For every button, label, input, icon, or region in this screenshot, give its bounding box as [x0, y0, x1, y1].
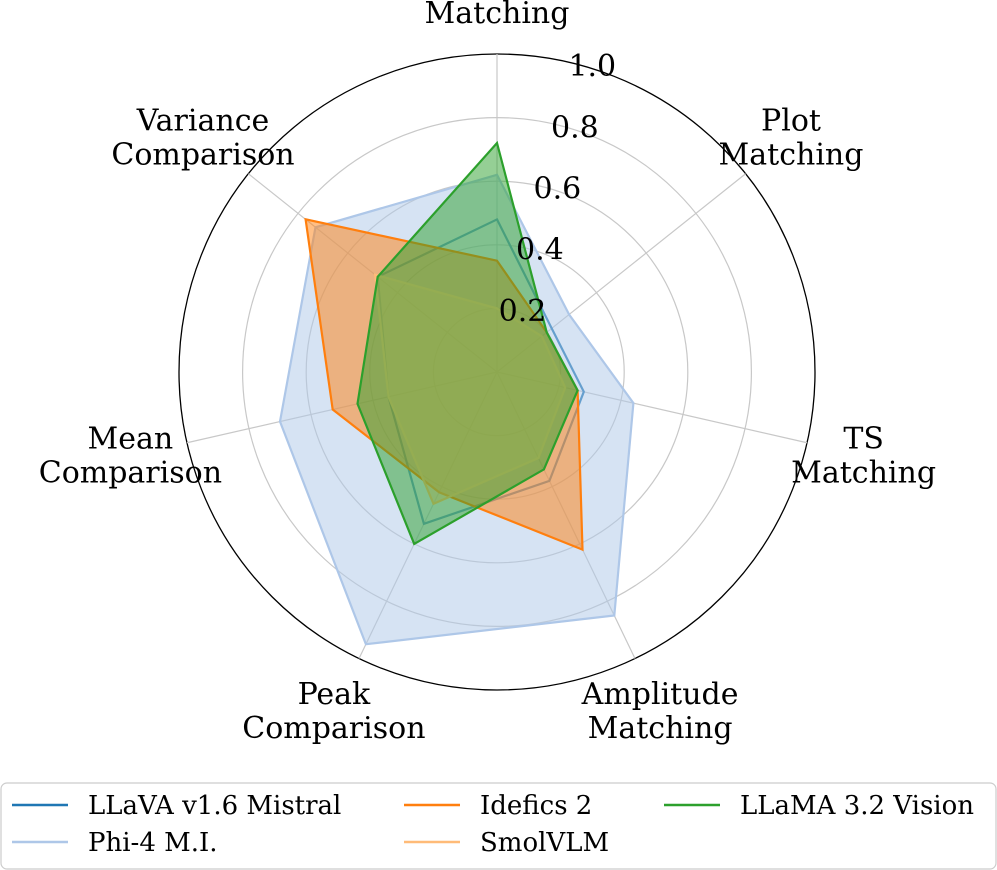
legend-entry-label: LLaMA 3.2 Vision	[740, 791, 974, 821]
radial-tick-label: 0.2	[499, 294, 547, 329]
axis-label: Variance Comparison	[111, 104, 294, 173]
axis-label: TS Matching	[791, 422, 936, 491]
legend-entry-label: Idefics 2	[480, 791, 592, 821]
axis-label: Peak Comparison	[242, 677, 425, 746]
legend-entry-label: Phi-4 M.I.	[88, 828, 218, 858]
axis-label: Mean Comparison	[39, 422, 222, 491]
legend: LLaVA v1.6 Mistral Phi-4 M.I. Idefics 2 Smo…	[0, 782, 997, 870]
radial-tick-label: 0.4	[516, 233, 564, 268]
legend-entry-label: SmolVLM	[480, 828, 609, 858]
radar-series	[278, 140, 635, 646]
radial-tick-label: 1.0	[568, 49, 616, 84]
axis-label: Amplitude Matching	[581, 677, 739, 746]
legend-box	[0, 782, 997, 870]
axis-label: CaptionMatching	[425, 0, 570, 31]
radial-tick-labels: 0.2 0.4 0.6 0.8 1.0	[499, 49, 617, 329]
axis-label: Plot Matching	[719, 104, 864, 173]
radial-tick-label: 0.6	[534, 172, 582, 207]
series-polygon-4	[356, 140, 579, 546]
radial-tick-label: 0.8	[551, 110, 599, 145]
legend-entry-label: LLaVA v1.6 Mistral	[88, 791, 341, 821]
